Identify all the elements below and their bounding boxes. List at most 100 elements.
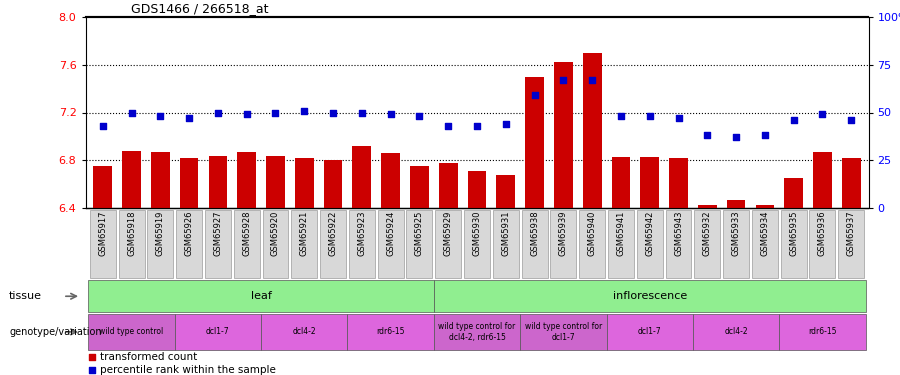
FancyBboxPatch shape — [292, 210, 317, 278]
Point — [758, 132, 772, 138]
Point — [671, 115, 686, 121]
Bar — [295, 158, 313, 208]
Text: wild type control for
dcl4-2, rdr6-15: wild type control for dcl4-2, rdr6-15 — [438, 322, 516, 342]
Text: GSM65939: GSM65939 — [559, 210, 568, 256]
FancyBboxPatch shape — [90, 210, 116, 278]
FancyBboxPatch shape — [608, 210, 634, 278]
Text: GSM65928: GSM65928 — [242, 210, 251, 256]
FancyBboxPatch shape — [493, 210, 518, 278]
Point — [355, 110, 369, 116]
Bar — [842, 158, 860, 208]
FancyBboxPatch shape — [434, 314, 520, 350]
FancyBboxPatch shape — [378, 210, 403, 278]
FancyBboxPatch shape — [320, 210, 346, 278]
FancyBboxPatch shape — [779, 314, 866, 350]
FancyBboxPatch shape — [176, 210, 202, 278]
Text: GSM65922: GSM65922 — [328, 210, 338, 256]
Point — [527, 92, 542, 98]
Bar — [238, 152, 256, 208]
FancyBboxPatch shape — [666, 210, 691, 278]
FancyBboxPatch shape — [637, 210, 662, 278]
Point — [85, 367, 99, 373]
Point — [556, 77, 571, 83]
Point — [815, 111, 830, 117]
Bar — [468, 171, 486, 208]
Text: dcl4-2: dcl4-2 — [292, 327, 316, 336]
Bar — [382, 153, 400, 208]
Point — [441, 123, 455, 129]
Text: GSM65935: GSM65935 — [789, 210, 798, 256]
Text: tissue: tissue — [9, 291, 42, 301]
Point — [153, 113, 167, 119]
Point — [182, 115, 196, 121]
FancyBboxPatch shape — [263, 210, 288, 278]
FancyBboxPatch shape — [723, 210, 749, 278]
Point — [95, 123, 110, 129]
Text: inflorescence: inflorescence — [613, 291, 687, 301]
Bar — [497, 175, 515, 208]
FancyBboxPatch shape — [607, 314, 693, 350]
Text: GSM65920: GSM65920 — [271, 210, 280, 256]
Text: GSM65933: GSM65933 — [732, 210, 741, 256]
FancyBboxPatch shape — [205, 210, 231, 278]
Bar — [94, 166, 112, 208]
Text: wild type control for
dcl1-7: wild type control for dcl1-7 — [525, 322, 602, 342]
Bar — [813, 152, 832, 208]
Text: GSM65924: GSM65924 — [386, 210, 395, 256]
FancyBboxPatch shape — [752, 210, 778, 278]
Text: dcl1-7: dcl1-7 — [638, 327, 662, 336]
Bar — [180, 158, 199, 208]
Text: rdr6-15: rdr6-15 — [808, 327, 837, 336]
Point — [211, 110, 225, 116]
Point — [383, 111, 398, 117]
FancyBboxPatch shape — [119, 210, 145, 278]
Text: GSM65917: GSM65917 — [98, 210, 107, 256]
Text: GSM65921: GSM65921 — [300, 210, 309, 256]
Bar — [670, 158, 688, 208]
Bar — [410, 166, 428, 208]
Bar — [698, 204, 716, 208]
FancyBboxPatch shape — [693, 314, 779, 350]
Text: GSM65927: GSM65927 — [213, 210, 222, 256]
Text: GSM65938: GSM65938 — [530, 210, 539, 256]
Bar — [784, 178, 803, 208]
FancyBboxPatch shape — [434, 280, 866, 312]
Point — [297, 108, 311, 114]
Bar — [526, 76, 544, 208]
Bar — [641, 157, 659, 208]
Bar — [583, 53, 601, 208]
Text: GSM65942: GSM65942 — [645, 210, 654, 256]
FancyBboxPatch shape — [522, 210, 547, 278]
FancyBboxPatch shape — [234, 210, 260, 278]
FancyBboxPatch shape — [520, 314, 607, 350]
Point — [729, 134, 743, 140]
Bar — [151, 152, 170, 208]
Text: rdr6-15: rdr6-15 — [376, 327, 405, 336]
Text: GSM65943: GSM65943 — [674, 210, 683, 256]
Text: transformed count: transformed count — [100, 352, 197, 363]
FancyBboxPatch shape — [88, 314, 175, 350]
Text: genotype/variation: genotype/variation — [9, 327, 102, 337]
Text: percentile rank within the sample: percentile rank within the sample — [100, 364, 275, 375]
FancyBboxPatch shape — [88, 280, 434, 312]
Point — [124, 110, 139, 116]
Bar — [612, 157, 630, 208]
Text: GSM65926: GSM65926 — [184, 210, 194, 256]
FancyBboxPatch shape — [780, 210, 806, 278]
Point — [844, 117, 859, 123]
Text: GSM65941: GSM65941 — [616, 210, 625, 256]
Text: leaf: leaf — [251, 291, 272, 301]
Text: GSM65936: GSM65936 — [818, 210, 827, 256]
Text: GDS1466 / 266518_at: GDS1466 / 266518_at — [130, 2, 268, 15]
Text: GSM65931: GSM65931 — [501, 210, 510, 256]
Point — [787, 117, 801, 123]
Bar — [324, 160, 342, 208]
Text: GSM65929: GSM65929 — [444, 210, 453, 256]
Point — [499, 121, 513, 127]
Text: GSM65937: GSM65937 — [847, 210, 856, 256]
Point — [643, 113, 657, 119]
Text: GSM65934: GSM65934 — [760, 210, 770, 256]
FancyBboxPatch shape — [580, 210, 605, 278]
Text: GSM65923: GSM65923 — [357, 210, 366, 256]
FancyBboxPatch shape — [464, 210, 490, 278]
